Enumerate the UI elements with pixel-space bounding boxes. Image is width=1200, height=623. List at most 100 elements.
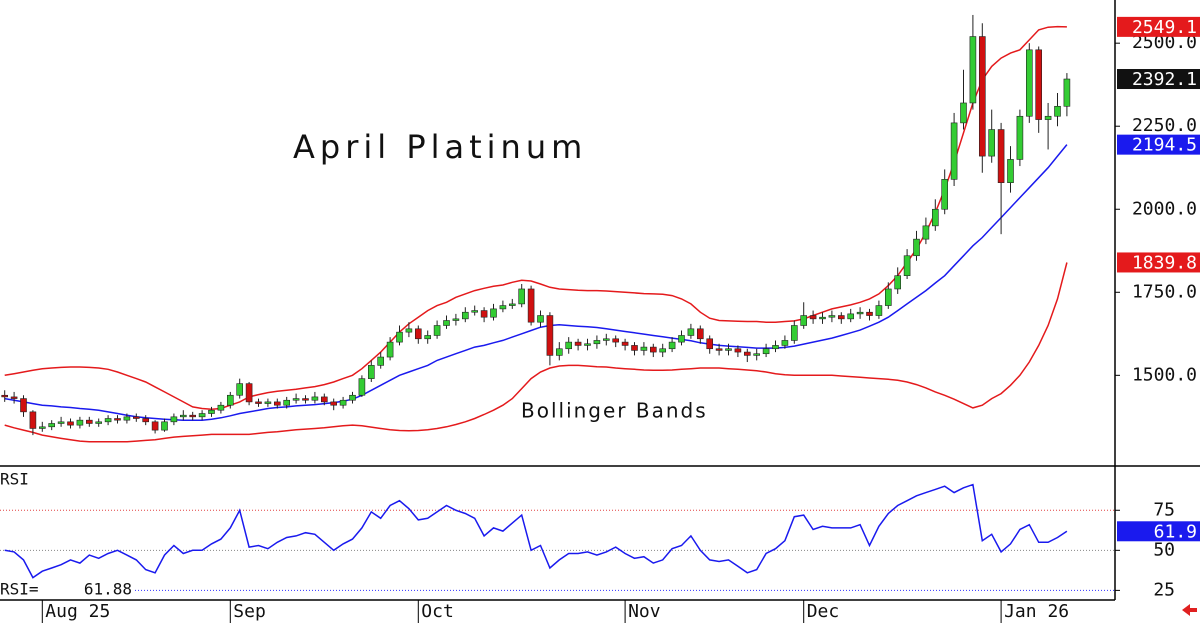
candle-body (208, 409, 215, 414)
candle-body (114, 418, 121, 421)
candle-body (593, 340, 601, 345)
candle-body (443, 320, 450, 326)
candle-body (86, 419, 93, 424)
candle-body (518, 288, 526, 305)
candle-body (67, 421, 74, 426)
candle-body (631, 345, 638, 351)
candle-body (461, 311, 469, 320)
last-close-label-box (1117, 69, 1200, 90)
candle-body (264, 401, 272, 404)
candle-body (104, 418, 112, 423)
candle-body (48, 423, 56, 428)
x-tick-label: Nov (628, 601, 661, 622)
rsi-title: RSI (0, 470, 29, 489)
candle-body (828, 315, 836, 318)
candle-body (151, 421, 159, 431)
candle-body (696, 328, 704, 340)
last-close-label: 2392.1 (1132, 69, 1197, 90)
band-line (4, 25, 1067, 410)
candle-body (330, 401, 338, 406)
candle-body (969, 36, 977, 104)
candle-body (762, 348, 770, 355)
candle-body (922, 225, 930, 240)
candle-body (1, 394, 9, 398)
candle-body (29, 411, 37, 429)
candle-body (180, 414, 187, 418)
rsi-readout-bg (0, 580, 135, 599)
scroll-arrow[interactable] (1182, 604, 1197, 616)
candle-body (57, 421, 65, 424)
y-tick-label: 1750.0 (1132, 281, 1197, 302)
candle-body (198, 413, 206, 418)
y-tick-label: 1500.0 (1132, 364, 1197, 385)
x-tick-label: Aug 25 (45, 601, 110, 622)
candle-body (499, 305, 507, 310)
candle-body (753, 353, 761, 356)
y-tick-label: 2250.0 (1132, 115, 1197, 136)
candle-body (555, 348, 563, 356)
band-value-label-box (1117, 252, 1200, 273)
candle-body (20, 398, 27, 413)
x-tick-label: Dec (807, 601, 840, 622)
candle-body (931, 208, 939, 227)
candle-body (311, 396, 319, 401)
candle-body (396, 331, 403, 343)
candle-body (837, 315, 845, 320)
candle-body (668, 341, 676, 350)
band-value-label-box (1117, 134, 1200, 155)
candle-body (875, 305, 883, 316)
candle-body (217, 404, 225, 411)
band-value-label: 2549.1 (1132, 17, 1197, 38)
x-tick-label: Oct (421, 601, 454, 622)
candle-body (997, 129, 1005, 183)
candle-body (1044, 115, 1052, 120)
candle-body (161, 421, 168, 431)
candle-body (960, 102, 967, 124)
candle-body (687, 328, 695, 336)
candle-body (640, 346, 648, 351)
rsi-readout-value: 61.88 (84, 580, 132, 599)
candle-body (574, 341, 582, 346)
candle-body (508, 303, 516, 306)
candle-body (894, 275, 902, 290)
candle-body (424, 335, 432, 340)
candle-body (884, 288, 892, 306)
candle-body (1063, 78, 1071, 107)
candle-body (781, 340, 789, 346)
candle-body (819, 316, 826, 320)
y-tick-label: 2500.0 (1132, 32, 1197, 53)
candle-body (678, 335, 685, 343)
candle-body (480, 310, 488, 318)
candle-body (367, 365, 375, 379)
candle-body (800, 315, 808, 326)
candle-body (941, 179, 949, 210)
candle-body (584, 343, 591, 346)
annotation: Bollinger Bands (521, 399, 708, 423)
y-tick-label: 2000.0 (1132, 198, 1197, 219)
candle-body (170, 416, 178, 423)
candle-body (283, 399, 291, 406)
candle-body (1026, 49, 1033, 117)
candle-body (950, 122, 958, 180)
candle-body (189, 414, 196, 418)
candle-body (471, 310, 479, 313)
band-line (4, 144, 1068, 421)
candle-body (255, 401, 262, 404)
candle-body (414, 328, 422, 340)
y-tick-label: 75 (1153, 499, 1175, 520)
candle-body (706, 338, 714, 350)
band-value-label: 1839.8 (1132, 252, 1197, 273)
candle-body (537, 315, 544, 323)
x-tick-label: Sep (233, 601, 266, 622)
candle-body (452, 318, 460, 321)
candle-body (95, 421, 102, 424)
rsi-readout-label: RSI= (0, 580, 39, 599)
x-tick-label: Jan 26 (1004, 601, 1069, 622)
candle-body (602, 338, 610, 341)
y-tick-label: 25 (1153, 579, 1175, 600)
candle-body (273, 401, 281, 406)
candle-body (245, 383, 253, 403)
candle-body (565, 341, 573, 350)
candle-body (292, 398, 300, 401)
